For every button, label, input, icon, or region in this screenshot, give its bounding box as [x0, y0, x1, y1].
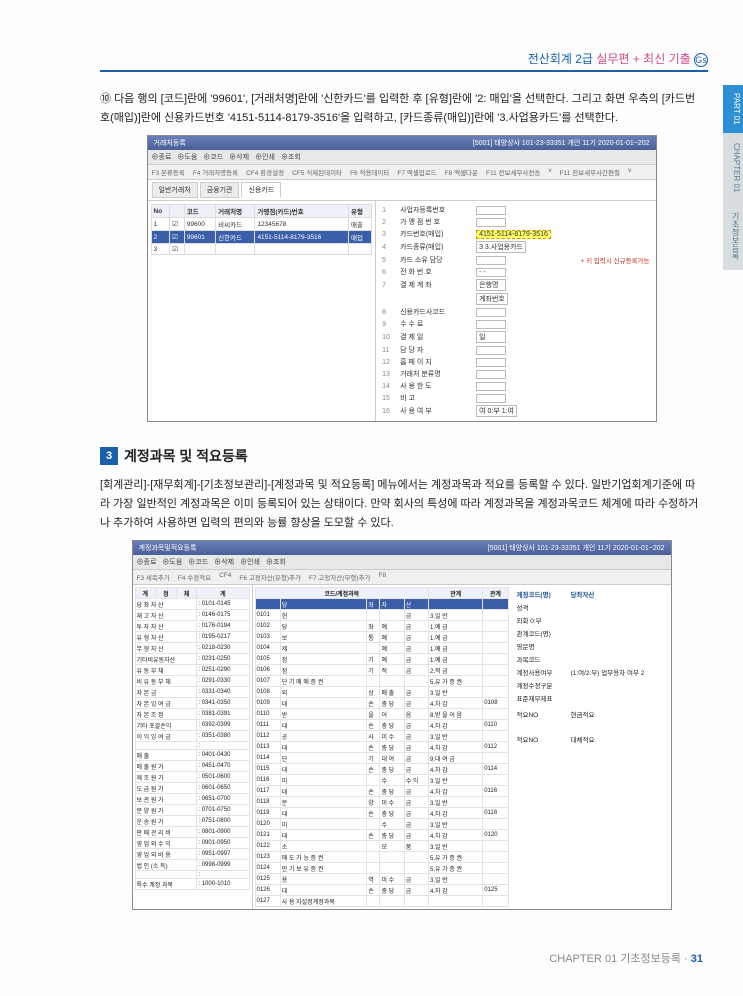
field-row: 6전 화 번 호 - - [382, 267, 649, 277]
section-number: 3 [100, 447, 118, 465]
app-title2-right: [5001] 태양상사 101-23-33351 개인 11기 2020-01-… [488, 543, 665, 553]
field-row: 7결 제 계 좌은행명 [382, 279, 649, 291]
footer-chapter: CHAPTER 01 기초정보등록 · [549, 953, 687, 965]
header-rule [100, 70, 708, 72]
field-row: 12홈 페 이 지 [382, 357, 649, 367]
section-header: 3 계정과목 및 적요등록 [100, 446, 703, 466]
step-text: 다음 행의 [코드]란에 '99601', [거래처명]란에 '신한카드'를 입… [100, 93, 695, 124]
section-title: 계정과목 및 적요등록 [124, 446, 248, 466]
tab-row: 일반거래처금융기관신용카드 [148, 180, 656, 201]
page-footer: CHAPTER 01 기초정보등록 · 31 [549, 950, 703, 966]
toolbar-btn[interactable]: ⊕도움 [177, 152, 197, 162]
toolbar-btn[interactable]: ⊕종료 [137, 557, 157, 567]
subtool-item[interactable]: F6 고정자산(유형)추가 [239, 572, 301, 582]
toolbar-btn[interactable]: ⊕조회 [266, 557, 286, 567]
tab-item[interactable]: 금융기관 [200, 182, 240, 198]
subtool-item[interactable]: CF5 식제된데이타 [292, 167, 342, 177]
subtool-item[interactable]: F7 엑셀업로드 [397, 167, 436, 177]
section-para: [회계관리]-[재무회계]-[기초정보관리]-[계정과목 및 적요등록] 메뉴에… [100, 476, 703, 532]
detail-row: 성격 [517, 602, 665, 612]
subtool-item[interactable]: F6 적용데이타 [350, 167, 389, 177]
field-row: 4카드종류(매입)3 3.사업용카드 [382, 241, 649, 253]
toolbar2: ⊕종료 ⊕도움 ⊕코드 ⊕삭제 ⊕인쇄 ⊕조회 [133, 555, 671, 570]
screenshot-account-register: 계정과목및적요등록 [5001] 태양상사 101-23-33351 개인 11… [132, 540, 672, 910]
detail-row: 관계코드(명) [517, 628, 665, 638]
subtool-item[interactable]: F7 고정자산(무형)추가 [309, 572, 371, 582]
app-titlebar: 거래처등록 [5001] 태양상사 101-23-33351 개인 11기 20… [148, 136, 656, 150]
subtool-item[interactable]: CF4 환경설정 [246, 167, 284, 177]
detail-row: 계정수정구분 [517, 680, 665, 690]
toolbar-btn[interactable]: ⊕조회 [281, 152, 301, 162]
step-number: ⑩ [100, 93, 111, 105]
field-row: 2가 맹 점 번 호 [382, 217, 649, 227]
side-sub: 기초정보등록 [723, 202, 743, 270]
category-grid: 계정체계당 좌 자 산: 0101-0145재 고 자 산: 0146-0175… [135, 587, 250, 890]
toolbar: ⊕종료 ⊕도움 ⊕코드 ⊕삭제 ⊕인쇄 ⊕조회 [148, 150, 656, 165]
toolbar-btn[interactable]: ⊕코드 [203, 152, 223, 162]
subtool-item[interactable]: v [548, 167, 551, 177]
vendor-grid: No코드거래처명가맹점(카드)번호유형1☑99600비씨카드12345678매출… [151, 204, 373, 255]
account-grid: 코드/계정과목관계관계당좌자산0101현금3.일 반0102당좌예금1.예 금0… [255, 587, 509, 907]
toolbar-btn[interactable]: ⊕도움 [162, 557, 182, 567]
subtool-item[interactable]: F8 [379, 572, 387, 582]
subtool-item[interactable]: F3 본류등록 [152, 167, 185, 177]
subtool-item[interactable]: F3 세목추가 [137, 572, 170, 582]
subtool-item[interactable]: F4 거래처명등록 [193, 167, 238, 177]
detail-row: 과목코드 [517, 654, 665, 664]
toolbar-btn[interactable]: ⊕인쇄 [240, 557, 260, 567]
field-row: 9수 수 료 [382, 319, 649, 329]
category-panel: 계정체계당 좌 자 산: 0101-0145재 고 자 산: 0146-0175… [133, 585, 253, 909]
subtool-item[interactable]: F8 엑셀다운 [445, 167, 478, 177]
app-title-right: [5001] 태양상사 101-23-33351 개인 11기 2020-01-… [473, 138, 650, 148]
field-row: 8신용카드사코드 [382, 307, 649, 317]
subtool-item[interactable]: F11 전보세무사간편철 [560, 167, 620, 177]
instruction-para: ⑩ 다음 행의 [코드]란에 '99601', [거래처명]란에 '신한카드'를… [100, 90, 703, 127]
detail-fields: 1사업자등록번호 2가 맹 점 번 호 3카드번호(매입)4151-5114-8… [376, 201, 655, 421]
tab-item[interactable]: 신용카드 [241, 182, 281, 198]
side-tab: PART 01 CHAPTER 01 기초정보등록 [723, 85, 743, 270]
detail-panel: 계정코드(명)당좌자산성격외화 0:부관계코드(명)영문명과목코드계정사용여부(… [511, 585, 671, 909]
toolbar-btn[interactable]: ⊕인쇄 [255, 152, 275, 162]
subtool-item[interactable]: CF4 [219, 572, 231, 582]
side-chapter: CHAPTER 01 [723, 133, 743, 202]
field-row: 5카드 소유 담당 + 키 입력시 신규등록가능 [382, 255, 649, 265]
header-title: 전산회계 2급 실무편 + 최신 기출 Gs [528, 50, 708, 67]
app-title2-text: 계정과목및적요등록 [139, 543, 197, 553]
detail-row: 영문명 [517, 641, 665, 651]
field-row: 10결 제 일일 [382, 331, 649, 343]
footer-page: 31 [691, 953, 703, 965]
detail-row: 외화 0:부 [517, 615, 665, 625]
field-row: 15비 고 [382, 393, 649, 403]
grid-left: No코드거래처명가맹점(카드)번호유형1☑99600비씨카드12345678매출… [148, 201, 377, 421]
field-row: 3카드번호(매입)4151-5114-8179-3516 [382, 229, 649, 239]
field-row: 16사 용 여 부여 0:부 1:여 [382, 405, 649, 417]
subtool-item[interactable]: F4 수정적요 [178, 572, 211, 582]
app-titlebar2: 계정과목및적요등록 [5001] 태양상사 101-23-33351 개인 11… [133, 541, 671, 555]
sub-toolbar2: F3 세목추가 F4 수정적요 CF4 F6 고정자산(유형)추가 F7 고정자산(무형… [133, 570, 671, 585]
subtool-item[interactable]: v [628, 167, 631, 177]
detail-row: 적요NO대체적요 [517, 734, 665, 744]
tab-item[interactable]: 일반거래처 [152, 182, 198, 198]
account-panel: 코드/계정과목관계관계당좌자산0101현금3.일 반0102당좌예금1.예 금0… [253, 585, 511, 909]
screenshot-vendor-register: 거래처등록 [5001] 태양상사 101-23-33351 개인 11기 20… [147, 135, 657, 422]
field-row: 1사업자등록번호 [382, 205, 649, 215]
field-row: 13거래처 분류명 [382, 369, 649, 379]
field-row: 11담 당 자 [382, 345, 649, 355]
toolbar-btn[interactable]: ⊕삭제 [229, 152, 249, 162]
detail-row: 표준재무제표 [517, 693, 665, 703]
subtool-item[interactable]: F11 전보세무사전송 [486, 167, 540, 177]
toolbar-btn[interactable]: ⊕코드 [188, 557, 208, 567]
side-part: PART 01 [723, 85, 743, 133]
app-title-text: 거래처등록 [154, 138, 186, 148]
header-icon: Gs [694, 53, 708, 67]
toolbar-btn[interactable]: ⊕종료 [152, 152, 172, 162]
detail-row: 적요NO현금적요 [517, 709, 665, 719]
detail-row: 계정사용여부(1:여/2:부) 업무용차 여부 2 [517, 667, 665, 677]
sub-toolbar: F3 본류등록 F4 거래처명등록 CF4 환경설정 CF5 식제된데이타 F6 적용데… [148, 165, 656, 180]
field-row: 계좌번호 [382, 293, 649, 305]
toolbar-btn[interactable]: ⊕삭제 [214, 557, 234, 567]
field-row: 14사 용 한 도 [382, 381, 649, 391]
